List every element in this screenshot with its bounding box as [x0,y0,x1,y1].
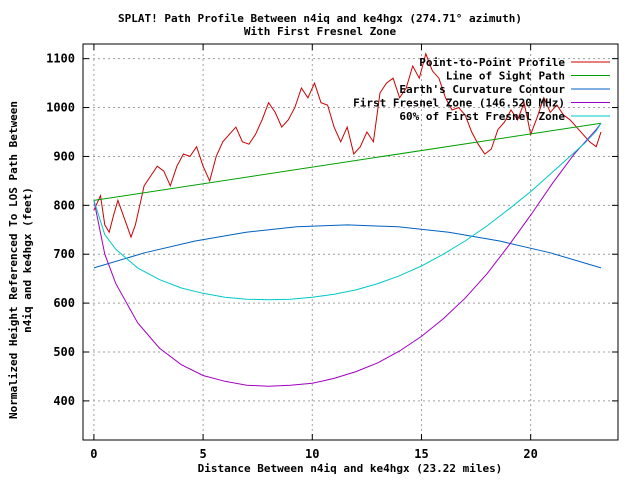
y-tick-label: 400 [53,394,75,408]
x-tick-label: 15 [414,447,428,461]
x-tick-label: 5 [199,447,206,461]
y-tick-label: 900 [53,149,75,163]
series-line-1 [93,52,602,239]
y-tick-label: 1000 [46,101,75,115]
plot-frame [82,43,619,441]
series-line-3 [93,224,602,269]
y-tick-label: 700 [53,247,75,261]
y-axis-label-line2: n4iq and ke4hgx (feet) [21,187,34,333]
series-line-5 [93,122,602,301]
y-axis-label: Normalized Height Referenced To LOS Path… [7,101,35,419]
x-tick-label: 10 [305,447,319,461]
x-axis-label: Distance Between n4iq and ke4hgx (23.22 … [197,462,503,475]
y-tick-label: 500 [53,345,75,359]
chart-subtitle: With First Fresnel Zone [243,25,397,38]
legend-label: Line of Sight Path [446,70,565,83]
legend-label: Earth's Curvature Contour [399,83,565,96]
data-series [93,52,602,387]
series-line-4 [93,122,602,387]
grid-lines [83,44,618,440]
x-tick-label: 0 [90,447,97,461]
y-tick-label: 600 [53,296,75,310]
legend-label: Point-to-Point Profile [419,56,565,69]
legend-label: 60% of First Fresnel Zone [399,110,565,123]
y-tick-label: 800 [53,198,75,212]
series-line-2 [93,122,602,201]
y-axis-label-line1: Normalized Height Referenced To LOS Path… [7,101,20,419]
x-tick-label: 20 [523,447,537,461]
y-tick-label: 1100 [46,52,75,66]
chart-title: SPLAT! Path Profile Between n4iq and ke4… [118,12,522,25]
legend-label: First Fresnel Zone (146.520 MHz) [353,97,565,110]
axis-ticks: 0 5 10 15 20 400 500 600 700 800 900 1000 1100 [46,44,618,461]
